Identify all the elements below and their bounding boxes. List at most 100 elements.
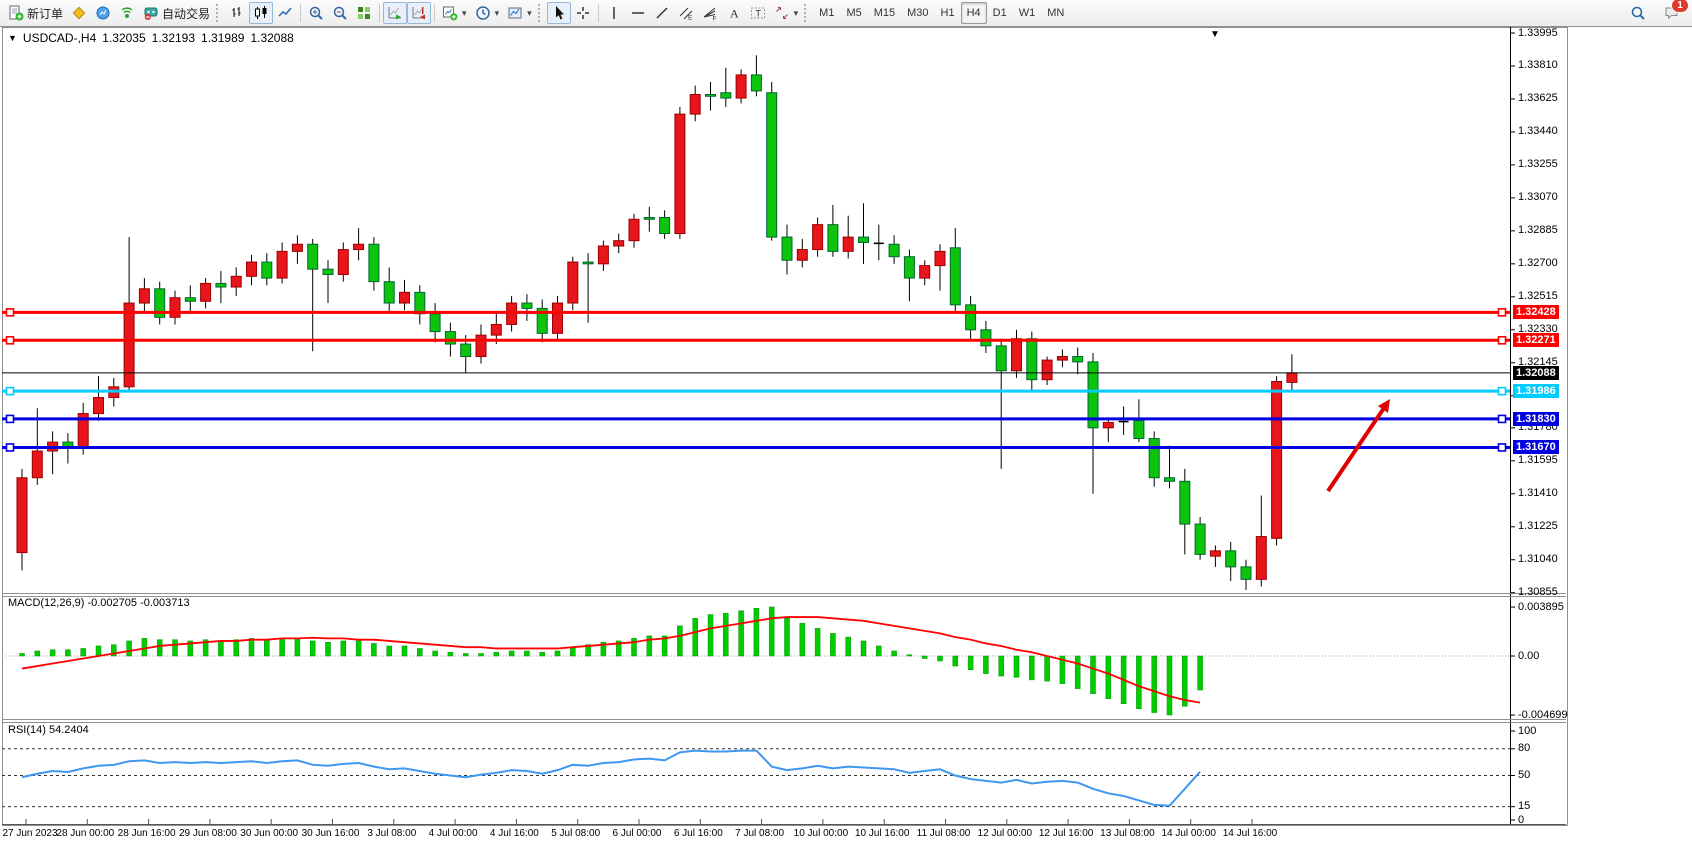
signals-button[interactable]: [115, 2, 139, 24]
bar-open: 1.32035: [102, 31, 146, 45]
textT-icon: T: [750, 5, 766, 21]
price-axis-label: 1.32330: [1518, 323, 1558, 336]
candle-bullish: [1102, 421, 1114, 429]
rsi-axis-label: 50: [1518, 769, 1531, 781]
chart-shift-button[interactable]: [407, 2, 432, 24]
channel-icon: E: [678, 5, 694, 21]
new-chart-dropdown-icon[interactable]: ▾: [462, 7, 467, 18]
macd-histogram-bar: [1105, 655, 1112, 699]
macd-histogram-bar: [111, 644, 117, 657]
metaeditor-button[interactable]: [67, 2, 91, 24]
timeframe-m1-button[interactable]: M1: [819, 7, 835, 19]
timeframe-h1-button[interactable]: H1: [940, 7, 955, 19]
candle-bullish: [597, 245, 609, 265]
rsi-axis-label: 100: [1518, 724, 1537, 737]
rsi-axis-label: 80: [1518, 742, 1531, 755]
search-button[interactable]: [1626, 2, 1650, 24]
candle-bullish: [1271, 380, 1283, 539]
toolbar-grip[interactable]: [216, 4, 221, 22]
macd-histogram-bar: [49, 649, 56, 657]
text-label-button[interactable]: T: [746, 2, 770, 24]
macd-histogram-bar: [906, 654, 913, 657]
zoom-in-button[interactable]: [304, 2, 328, 24]
arrow-head[interactable]: [1377, 399, 1390, 413]
arrows-button[interactable]: ▾: [770, 2, 803, 24]
line-handle[interactable]: [5, 443, 15, 452]
timeframe-m15-button[interactable]: M15: [873, 7, 896, 19]
timeframe-mn-button[interactable]: MN: [1047, 7, 1065, 19]
new-chart-button[interactable]: ▾: [438, 2, 471, 24]
price-axis-label: 1.31410: [1518, 487, 1558, 500]
timeframe-m5-button[interactable]: M5: [846, 7, 862, 19]
macd-histogram-bar: [1151, 655, 1157, 713]
autotrading-button[interactable]: 自动交易: [139, 2, 214, 24]
line-handle[interactable]: [1497, 308, 1507, 317]
candlestick-chart-button[interactable]: [249, 2, 274, 24]
clock-icon: [475, 5, 491, 21]
candle-bullish: [16, 477, 28, 554]
periods-dropdown-icon[interactable]: ▾: [494, 7, 500, 18]
subwindow-collapse-icon[interactable]: ▼: [1210, 29, 1220, 40]
candle-bearish: [184, 297, 196, 302]
arrows-dropdown-icon[interactable]: ▾: [793, 7, 799, 18]
line-handle[interactable]: [5, 386, 15, 396]
trendline-button[interactable]: [650, 2, 674, 24]
date-axis-label: 6 Jul 00:00: [612, 828, 662, 839]
candle-bearish: [444, 331, 456, 345]
price-line-badge: 1.32088: [1513, 365, 1559, 380]
line-handle[interactable]: [5, 336, 15, 345]
signals-icon: [119, 5, 135, 21]
macd-axis-label: -0.004699: [1518, 708, 1568, 721]
equidistant-channel-button[interactable]: E: [674, 2, 698, 24]
macd-histogram-bar: [1044, 655, 1050, 682]
timeframe-h4-button[interactable]: H4: [960, 2, 987, 24]
metaeditor-icon: [71, 5, 87, 21]
timeframe-w1-button[interactable]: W1: [1018, 7, 1036, 19]
macd-histogram-bar: [646, 635, 653, 657]
timeframe-d1-button[interactable]: D1: [992, 7, 1007, 19]
tile-windows-button[interactable]: [352, 2, 376, 24]
search-icon: [1630, 5, 1646, 21]
line-handle[interactable]: [5, 308, 15, 317]
new-order-button[interactable]: 新订单: [4, 2, 67, 24]
arrow-shaft[interactable]: [1326, 403, 1388, 493]
line-handle[interactable]: [1497, 336, 1507, 345]
macd-histogram-bar: [156, 639, 163, 657]
line-handle[interactable]: [1497, 386, 1507, 396]
text-button[interactable]: A: [722, 2, 746, 24]
notifications-button[interactable]: 1: [1660, 0, 1689, 24]
chart-symbol: USDCAD-,H4: [22, 31, 97, 45]
candle-bearish: [1148, 438, 1160, 479]
line-handle[interactable]: [5, 414, 15, 424]
macd-histogram-bar: [799, 623, 806, 657]
vline-icon: [606, 5, 622, 21]
line-handle[interactable]: [1497, 443, 1507, 452]
vertical-line-button[interactable]: [602, 2, 626, 24]
market-watch-icon: [95, 5, 111, 21]
market-watch-button[interactable]: [91, 2, 115, 24]
macd-histogram-bar: [371, 643, 377, 657]
rsi-line: [21, 749, 1201, 807]
candle-bearish: [903, 256, 915, 279]
arrow-annotation[interactable]: [1326, 399, 1390, 493]
toolbar-grip[interactable]: [537, 4, 543, 22]
line-chart-button[interactable]: [273, 2, 297, 24]
bar-chart-button[interactable]: [225, 2, 249, 24]
cursor-button[interactable]: [546, 2, 571, 24]
horizontal-line-button[interactable]: [626, 2, 650, 24]
date-axis-label: 13 Jul 08:00: [1100, 828, 1155, 839]
candle-bearish: [827, 224, 839, 252]
crosshair-button[interactable]: [571, 2, 595, 24]
chart-title-collapse-icon[interactable]: ▼: [8, 33, 17, 43]
periods-button[interactable]: ▾: [471, 2, 504, 24]
auto-scroll-button[interactable]: [383, 2, 408, 24]
zoom-out-button[interactable]: [328, 2, 352, 24]
fibonacci-button[interactable]: F: [698, 2, 722, 24]
toolbar-grip[interactable]: [804, 4, 809, 22]
line-handle[interactable]: [1497, 414, 1507, 424]
timeframe-m30-button[interactable]: M30: [907, 7, 929, 19]
templates-button[interactable]: ▾: [503, 2, 536, 24]
chart-frame: [2, 27, 1568, 826]
templates-dropdown-icon[interactable]: ▾: [527, 7, 532, 18]
